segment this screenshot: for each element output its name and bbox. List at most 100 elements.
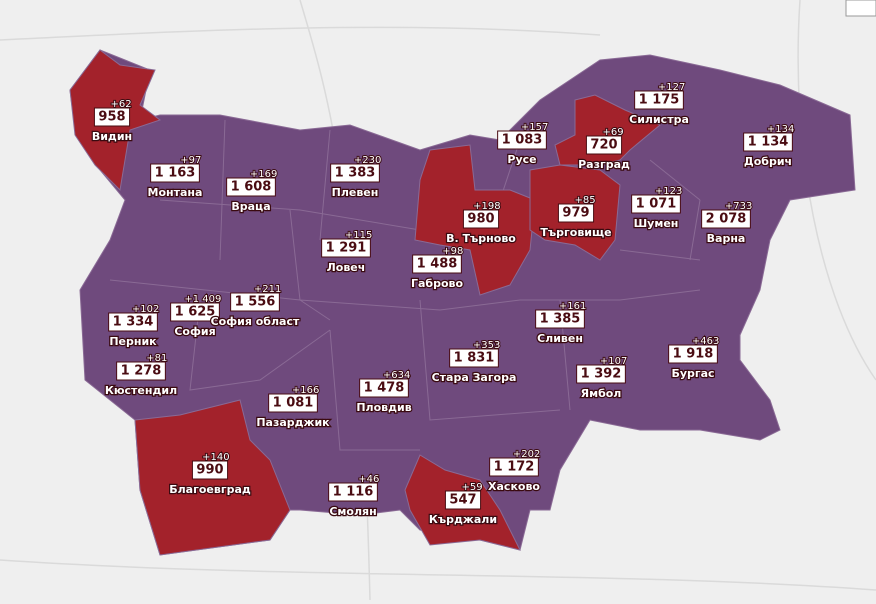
region-label: 1 134+134 Добрич xyxy=(743,123,796,169)
value-box xyxy=(631,194,681,214)
region-label: 1 918+463 Бургас xyxy=(668,335,720,381)
region-value: 1 278 xyxy=(121,364,162,379)
region-value: 980 xyxy=(467,212,494,227)
region-label: 1 163+97 Монтана xyxy=(146,154,203,200)
region-name: Видин xyxy=(92,130,132,143)
value-box xyxy=(412,254,462,274)
value-box xyxy=(489,457,539,477)
region-label: 1 385+161 Сливен xyxy=(535,300,587,346)
region-name: Разград xyxy=(578,158,630,171)
region-name: Шумен xyxy=(634,217,679,230)
region-value: 990 xyxy=(196,463,223,478)
region-value: 1 478 xyxy=(364,381,405,396)
region-value: 1 488 xyxy=(417,257,458,272)
value-box xyxy=(576,364,626,384)
region-name: София xyxy=(174,325,215,338)
region-name: В. Търново xyxy=(446,232,516,245)
region-name: Пазарджик xyxy=(256,416,330,429)
region-value: 1 918 xyxy=(673,347,714,362)
region-value: 1 383 xyxy=(335,166,376,181)
region-delta: +463 xyxy=(692,336,719,347)
region-label: 1 556+211 София област xyxy=(209,283,301,329)
region-delta: +46 xyxy=(358,474,379,485)
region-delta: +97 xyxy=(180,155,201,166)
region-label: 1 334+102 Перник xyxy=(108,303,160,349)
region-value: 1 608 xyxy=(231,180,272,195)
region-name: Пловдив xyxy=(356,401,411,414)
region-value: 958 xyxy=(98,110,125,125)
region-value: 547 xyxy=(449,493,476,508)
value-box xyxy=(634,90,684,110)
region-delta: +98 xyxy=(442,246,463,257)
region-name: София област xyxy=(211,315,300,328)
region-delta: +230 xyxy=(354,155,381,166)
region-label: 979+85 Търговище xyxy=(539,194,613,240)
region-delta: +107 xyxy=(600,356,627,367)
region-name: Силистра xyxy=(629,113,689,126)
region-name: Сливен xyxy=(537,332,583,345)
region-value: 1 083 xyxy=(502,133,543,148)
region-name: Бургас xyxy=(671,367,714,380)
region-value: 1 831 xyxy=(454,351,495,366)
region-label: 547+59 Кърджали xyxy=(428,481,499,527)
region-delta: +69 xyxy=(602,127,623,138)
value-box xyxy=(150,163,200,183)
region-name: Търговище xyxy=(540,226,611,239)
region-label: 1 831+353 Стара Загора xyxy=(430,339,517,385)
region-value: 1 175 xyxy=(639,93,680,108)
value-box xyxy=(359,378,409,398)
value-box xyxy=(230,292,280,312)
value-box xyxy=(535,309,585,329)
value-box xyxy=(321,238,371,258)
value-box xyxy=(170,302,220,322)
region-name: Монтана xyxy=(148,186,203,199)
region-value: 1 172 xyxy=(494,460,535,475)
region-label: 1 083+157 Русе xyxy=(497,121,549,167)
region-label: 720+69 Разград xyxy=(577,126,631,172)
region-name: Ямбол xyxy=(581,387,622,400)
region-value: 1 334 xyxy=(113,315,154,330)
region-label: 1 071+123 Шумен xyxy=(631,185,683,231)
region-label: 1 081+166 Пазарджик xyxy=(255,384,331,430)
region-value: 1 116 xyxy=(333,485,374,500)
region-delta: +140 xyxy=(202,452,229,463)
region-label: 1 392+107 Ямбол xyxy=(576,355,628,401)
region-label: 1 116+46 Смолян xyxy=(328,473,380,519)
region-name: Добрич xyxy=(744,155,792,168)
region-delta: +166 xyxy=(292,385,319,396)
borders xyxy=(109,119,701,451)
region-name: Плевен xyxy=(332,186,379,199)
region-value: 1 385 xyxy=(540,312,581,327)
region-name: Габрово xyxy=(411,277,464,290)
region-name: Смолян xyxy=(329,505,376,518)
value-box xyxy=(701,209,751,229)
region-value: 979 xyxy=(562,206,589,221)
region-label: 1 625+1 409 София xyxy=(170,293,222,339)
region-value: 1 134 xyxy=(748,135,789,150)
region-label: 1 278+81 Кюстендил xyxy=(104,352,179,398)
region-delta: +161 xyxy=(559,301,586,312)
region-name: Кърджали xyxy=(429,513,497,526)
region-value: 1 081 xyxy=(273,396,314,411)
value-box xyxy=(557,203,595,223)
region-label: 2 078+733 Варна xyxy=(701,200,753,246)
value-box xyxy=(268,393,318,413)
region-delta: +102 xyxy=(132,304,159,315)
region-label: 1 172+202 Хасково xyxy=(487,448,542,494)
region-name: Перник xyxy=(109,335,157,348)
region-delta: +157 xyxy=(521,122,548,133)
region-value: 720 xyxy=(590,138,617,153)
region-name: Варна xyxy=(707,232,746,245)
region-delta: +134 xyxy=(767,124,794,135)
value-box xyxy=(585,135,623,155)
region-delta: +123 xyxy=(655,186,682,197)
value-box xyxy=(226,177,276,197)
region xyxy=(554,94,661,166)
region-label: 1 291+115 Ловеч xyxy=(321,229,373,275)
value-box xyxy=(116,361,166,381)
region-name: Ловеч xyxy=(327,261,366,274)
value-box xyxy=(93,107,131,127)
region-value: 1 556 xyxy=(235,295,276,310)
region-delta: +81 xyxy=(146,353,167,364)
